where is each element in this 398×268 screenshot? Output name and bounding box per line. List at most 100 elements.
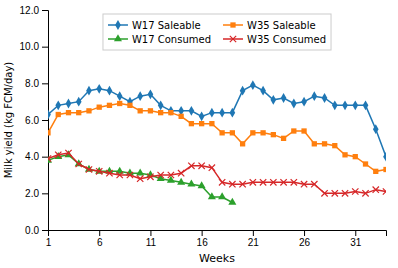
tick-mark (42, 157, 48, 158)
legend-marker (230, 22, 235, 27)
marker (270, 95, 276, 105)
legend-item: W35 Consumed (223, 34, 326, 45)
marker (178, 170, 184, 176)
marker (65, 150, 71, 156)
tick: 2.0 (25, 188, 48, 199)
marker (352, 188, 358, 194)
tick-label: 26 (299, 237, 311, 248)
marker (168, 172, 174, 178)
line (48, 153, 386, 193)
marker (66, 99, 72, 109)
series (48, 150, 236, 205)
tick-label: 21 (248, 237, 260, 248)
legend-item: W35 Saleable (223, 20, 316, 31)
marker (76, 97, 82, 107)
plot: 1611162126310.02.04.06.08.010.012.0W17 S… (20, 5, 390, 248)
marker (188, 163, 194, 169)
marker (301, 97, 307, 107)
marker (352, 100, 358, 110)
marker (301, 128, 306, 133)
marker (117, 172, 123, 178)
axis-line (42, 11, 49, 231)
y-axis-title: Milk yield (kg FCM/day) (3, 62, 14, 179)
marker (148, 89, 154, 99)
tick-label: 16 (197, 237, 209, 248)
tick-label: 1 (46, 237, 52, 248)
marker (96, 84, 102, 94)
marker (189, 106, 195, 116)
legend-marker (114, 34, 122, 41)
marker (230, 130, 235, 135)
marker (332, 143, 337, 148)
tick: 0.0 (25, 225, 48, 236)
marker (311, 181, 317, 187)
marker (240, 86, 246, 96)
marker (76, 110, 81, 115)
marker (56, 112, 61, 117)
tick-mark (202, 230, 203, 236)
tick-mark (42, 47, 48, 48)
marker (301, 181, 307, 187)
tick-label: 2.0 (25, 188, 39, 199)
marker (48, 155, 51, 161)
marker (189, 121, 194, 126)
series (48, 80, 386, 161)
marker (177, 178, 185, 185)
tick: 21 (248, 230, 260, 248)
marker (280, 179, 286, 185)
marker (250, 179, 256, 185)
marker (199, 121, 204, 126)
tick-label: 12.0 (20, 5, 40, 16)
series (48, 101, 386, 174)
marker (250, 80, 256, 90)
tick-mark (42, 230, 48, 231)
tick: 12.0 (20, 5, 48, 16)
marker (383, 152, 386, 162)
marker (322, 93, 328, 103)
marker (353, 154, 358, 159)
marker (48, 130, 51, 135)
tick-label: 31 (350, 237, 362, 248)
marker (230, 108, 236, 118)
tick: 6.0 (25, 115, 48, 126)
marker (362, 190, 368, 196)
tick: 16 (197, 230, 209, 248)
marker (158, 100, 164, 110)
tick-mark (42, 120, 48, 121)
marker (86, 108, 91, 113)
marker (321, 190, 327, 196)
marker (117, 91, 123, 101)
marker (218, 192, 226, 199)
marker (229, 181, 235, 187)
marker (157, 172, 163, 178)
marker (373, 124, 379, 134)
tick-mark (355, 230, 356, 236)
marker (342, 190, 348, 196)
marker (136, 169, 144, 176)
marker (106, 170, 112, 176)
marks (48, 80, 386, 205)
tick-mark (150, 230, 151, 236)
marker (97, 105, 102, 110)
line (48, 85, 386, 157)
marker (66, 110, 71, 115)
tick-label: 8.0 (25, 78, 39, 89)
axis-line (49, 231, 387, 237)
marker (208, 192, 216, 199)
marker (55, 152, 61, 158)
tick-mark (304, 230, 305, 236)
tick: 1 (46, 230, 52, 248)
marker (187, 180, 195, 187)
marker (179, 114, 184, 119)
legend-item: W17 Consumed (108, 34, 211, 45)
marker (117, 101, 122, 106)
marker (383, 188, 386, 194)
marker (291, 128, 296, 133)
tick-label: 11 (146, 237, 157, 248)
legend-label: W35 Saleable (247, 20, 316, 31)
tick-label: 6 (97, 237, 103, 248)
marker (271, 132, 276, 137)
marker (291, 99, 297, 109)
chart: 1611162126310.02.04.06.08.010.012.0W17 S… (0, 0, 398, 268)
marker (55, 100, 61, 110)
